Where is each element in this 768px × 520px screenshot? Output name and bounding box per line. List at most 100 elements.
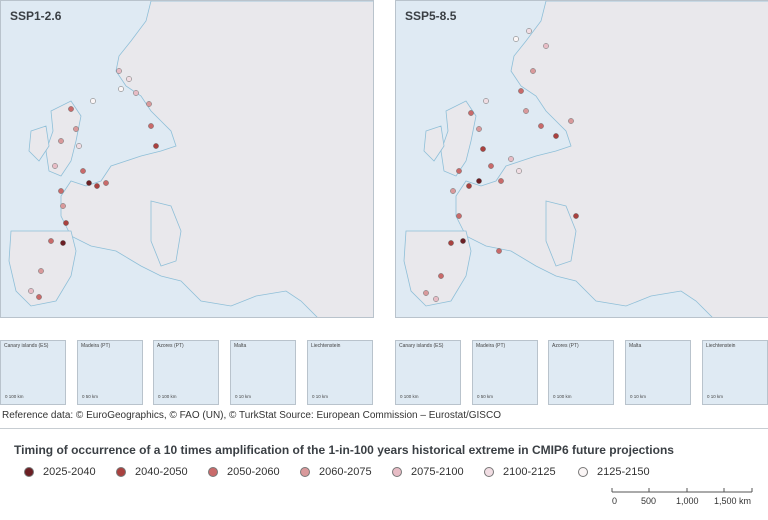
map-title-left: SSP1-2.6	[10, 9, 62, 23]
coastal-point	[480, 146, 486, 152]
coastal-point	[530, 68, 536, 74]
inset-scale: 0 100 km	[5, 394, 24, 399]
legend-item: 2100-2125	[484, 466, 556, 478]
coastal-point	[476, 178, 482, 184]
inset-scale: 0 10 km	[235, 394, 252, 399]
map-title-right: SSP5-8.5	[405, 9, 457, 23]
coastal-point	[450, 188, 456, 194]
coastal-point	[423, 290, 429, 296]
inset-scale: 0 100 km	[158, 394, 177, 399]
coastal-point	[73, 126, 79, 132]
coastal-point	[516, 168, 522, 174]
legend-label: 2075-2100	[411, 466, 464, 478]
coastal-point	[488, 163, 494, 169]
coastal-point	[52, 163, 58, 169]
map-ssp1-2-6: SSP1-2.6	[0, 0, 374, 318]
coastal-point	[476, 126, 482, 132]
coastal-point	[523, 108, 529, 114]
coastal-point	[498, 178, 504, 184]
coastal-point	[460, 238, 466, 244]
legend-item: 2050-2060	[208, 466, 280, 478]
coastal-point	[60, 203, 66, 209]
coastal-point	[508, 156, 514, 162]
coastal-point	[60, 240, 66, 246]
coastal-point	[433, 296, 439, 302]
legend-label: 2025-2040	[43, 466, 96, 478]
inset-label: Malta	[629, 343, 642, 349]
inset-scale: 0 10 km	[707, 394, 724, 399]
coastal-point	[126, 76, 132, 82]
inset-malta-left: Malta 0 10 km	[230, 340, 296, 405]
inset-label: Canary islands (ES)	[399, 343, 444, 349]
coastal-point	[80, 168, 86, 174]
coastal-point	[63, 220, 69, 226]
legend-label: 2040-2050	[135, 466, 188, 478]
legend-swatch	[392, 467, 402, 477]
legend-swatch	[116, 467, 126, 477]
coastal-point	[538, 123, 544, 129]
coastal-point	[38, 268, 44, 274]
coastal-point	[448, 240, 454, 246]
coastal-point	[28, 288, 34, 294]
legend-item: 2075-2100	[392, 466, 464, 478]
inset-label: Liechtenstein	[706, 343, 736, 349]
coastal-point	[133, 90, 139, 96]
coastal-point	[48, 238, 54, 244]
coastal-point	[456, 168, 462, 174]
inset-liechtenstein-right: Liechtenstein 0 10 km	[702, 340, 768, 405]
coastal-point	[68, 106, 74, 112]
legend-swatch	[578, 467, 588, 477]
coastal-point	[553, 133, 559, 139]
inset-label: Madeira (PT)	[476, 343, 506, 349]
coastal-point	[543, 43, 549, 49]
coastal-point	[118, 86, 124, 92]
legend-swatch	[484, 467, 494, 477]
coastal-point	[86, 180, 92, 186]
inset-scale: 0 100 km	[400, 394, 419, 399]
legend-swatch	[300, 467, 310, 477]
legend-label: 2100-2125	[503, 466, 556, 478]
inset-madeira-left: Madeira (PT) 0 50 km	[77, 340, 143, 405]
coastal-point	[36, 294, 42, 300]
coastal-point	[103, 180, 109, 186]
inset-madeira-right: Madeira (PT) 0 50 km	[472, 340, 538, 405]
coastal-point	[468, 110, 474, 116]
coastal-point	[518, 88, 524, 94]
reference-data-note: Reference data: © EuroGeographics, © FAO…	[2, 410, 501, 421]
coastal-points-left	[28, 68, 159, 300]
legend-label: 2060-2075	[319, 466, 372, 478]
inset-scale: 0 10 km	[630, 394, 647, 399]
scale-label: 1,500 km	[714, 496, 751, 506]
inset-label: Canary islands (ES)	[4, 343, 49, 349]
coastal-point	[496, 248, 502, 254]
scale-label: 0	[612, 496, 617, 506]
coastal-point	[153, 143, 159, 149]
legend-label: 2125-2150	[597, 466, 650, 478]
inset-canary-left: Canary islands (ES) 0 100 km	[0, 340, 66, 405]
inset-azores-left: Azores (PT) 0 100 km	[153, 340, 219, 405]
inset-malta-right: Malta 0 10 km	[625, 340, 691, 405]
legend-item: 2040-2050	[116, 466, 188, 478]
legend-label: 2050-2060	[227, 466, 280, 478]
inset-azores-right: Azores (PT) 0 100 km	[548, 340, 614, 405]
coastal-point	[513, 36, 519, 42]
coastal-point	[438, 273, 444, 279]
inset-label: Azores (PT)	[552, 343, 579, 349]
coastal-point	[146, 101, 152, 107]
scale-label: 500	[641, 496, 656, 506]
map-canvas-right: SSP5-8.5	[396, 1, 768, 317]
inset-canary-right: Canary islands (ES) 0 100 km	[395, 340, 461, 405]
inset-label: Madeira (PT)	[81, 343, 111, 349]
coastal-point	[94, 183, 100, 189]
coastal-point	[483, 98, 489, 104]
coastal-point	[573, 213, 579, 219]
coastal-point	[456, 213, 462, 219]
coastal-point	[90, 98, 96, 104]
legend-item: 2125-2150	[578, 466, 650, 478]
inset-scale: 0 10 km	[312, 394, 329, 399]
coastal-point	[526, 28, 532, 34]
land	[403, 1, 768, 317]
inset-liechtenstein-left: Liechtenstein 0 10 km	[307, 340, 373, 405]
legend-item: 2025-2040	[24, 466, 96, 478]
coastal-point	[58, 138, 64, 144]
